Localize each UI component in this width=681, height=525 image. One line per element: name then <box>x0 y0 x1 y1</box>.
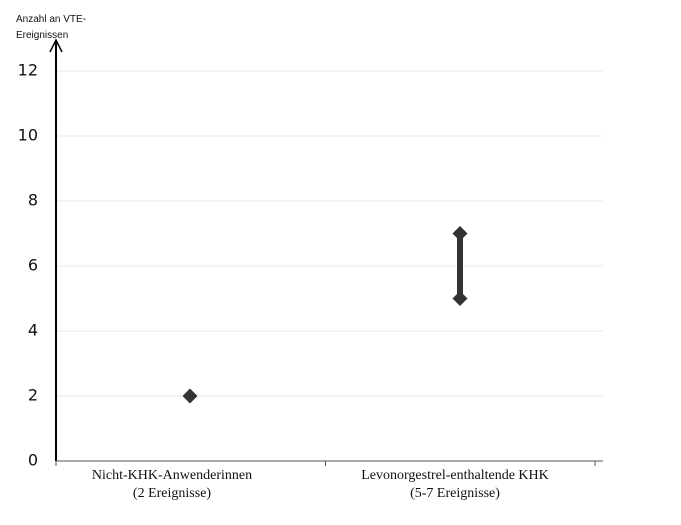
x-tick-label: Levonorgestrel-enthaltende KHK <box>361 468 549 483</box>
x-tick-label: (2 Ereignisse) <box>133 486 211 501</box>
y-axis-arrow <box>49 38 63 53</box>
y-tick-label: 10 <box>18 126 38 145</box>
y-axis-label: Ereignissen <box>16 30 68 41</box>
y-tick-label: 4 <box>28 321 38 340</box>
diamond-marker <box>452 291 468 306</box>
diamond-marker <box>182 388 198 404</box>
x-tick-label: (5-7 Ereignisse) <box>410 486 500 501</box>
y-tick-label: 2 <box>28 386 38 405</box>
y-axis-label: Anzahl an VTE- <box>16 14 86 25</box>
y-tick-label: 12 <box>18 61 38 80</box>
y-tick-label: 8 <box>28 191 38 210</box>
x-tick-label: Nicht-KHK-Anwenderinnen <box>92 468 252 483</box>
diamond-marker <box>452 226 468 241</box>
y-tick-label: 6 <box>28 256 38 275</box>
y-tick-label: 0 <box>28 451 38 470</box>
